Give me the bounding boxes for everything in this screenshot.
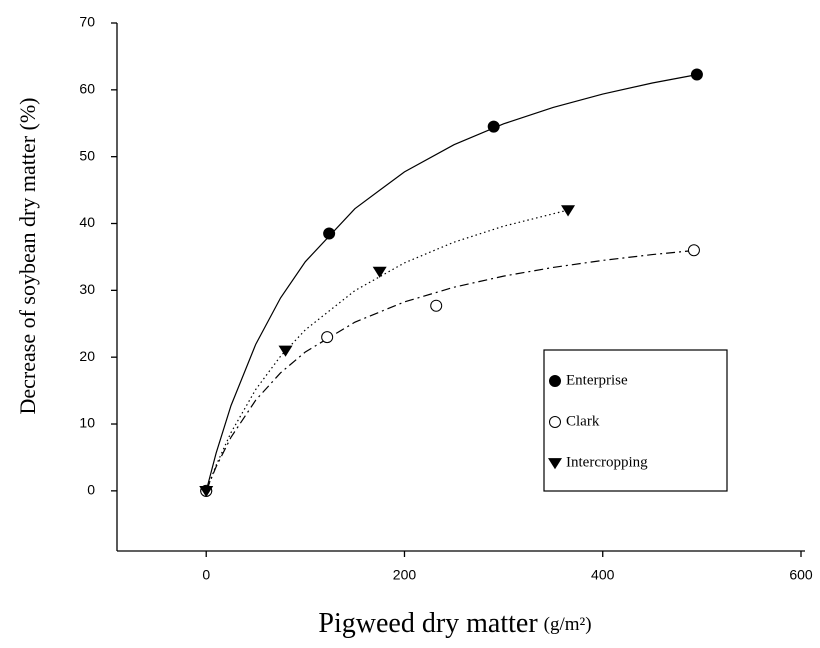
y-tick-label: 20 [79, 348, 95, 364]
y-tick-label: 40 [79, 214, 95, 230]
x-tick-label: 600 [789, 567, 813, 583]
legend: Enterprise Clark Intercropping [543, 349, 728, 492]
legend-label: Clark [566, 413, 600, 429]
legend-label: Enterprise [566, 372, 628, 388]
x-tick-label: 400 [591, 567, 615, 583]
marker [690, 68, 703, 81]
y-tick-label: 30 [79, 281, 95, 297]
legend-marker [549, 416, 561, 428]
x-axis-label: Pigweed dry matter (g/m²) [318, 608, 591, 639]
fit-curve [205, 74, 698, 492]
marker [278, 345, 293, 357]
fit-curve [205, 209, 569, 492]
y-tick-label: 50 [79, 147, 95, 163]
marker [430, 299, 443, 312]
y-tick-label: 70 [79, 14, 95, 30]
fit-curve [205, 249, 694, 492]
legend-label: Intercropping [566, 454, 648, 470]
legend-marker [548, 458, 562, 470]
marker [321, 331, 334, 344]
marker [487, 120, 500, 133]
marker [687, 244, 700, 257]
y-axis-label: Decrease of soybean dry matter (%) [15, 97, 40, 414]
x-tick-label: 0 [202, 567, 210, 583]
marker [561, 205, 576, 217]
y-tick-label: 60 [79, 81, 95, 97]
marker [323, 227, 336, 240]
y-tick-label: 10 [79, 415, 95, 431]
x-axis-label-unit: (g/m²) [544, 614, 592, 635]
legend-box [543, 349, 728, 492]
marker [372, 266, 387, 278]
x-axis-label-main: Pigweed dry matter [318, 608, 538, 639]
legend-marker [549, 375, 561, 387]
y-tick-label: 0 [87, 482, 95, 498]
marker [199, 485, 214, 498]
x-tick-label: 200 [393, 567, 417, 583]
